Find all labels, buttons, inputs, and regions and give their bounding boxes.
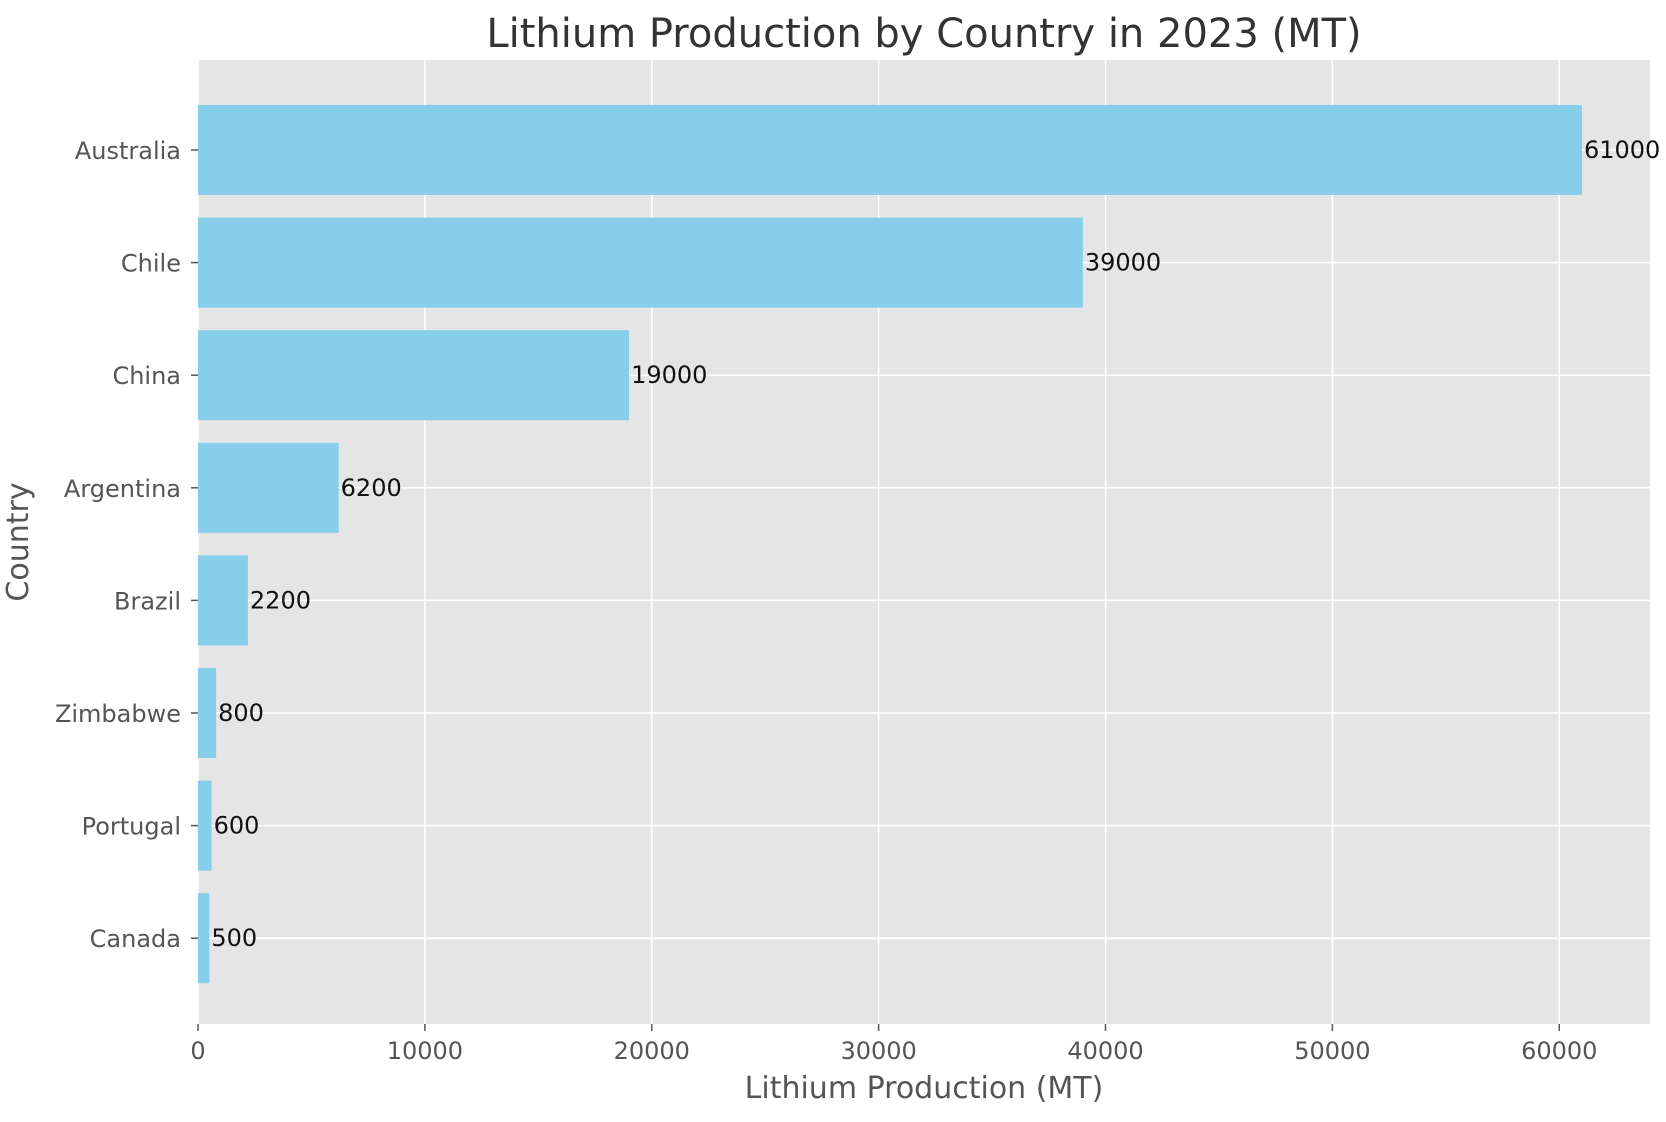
x-tick-label: 30000 <box>840 1037 916 1065</box>
bar-portugal <box>198 780 212 871</box>
bar-australia <box>198 105 1582 195</box>
y-tick-label: Portugal <box>82 813 181 841</box>
bar-china <box>198 330 630 421</box>
data-label: 2200 <box>250 586 311 614</box>
y-tick-label: Zimbabwe <box>55 700 181 728</box>
bar-canada <box>198 893 210 984</box>
y-axis-label: Country <box>1 482 36 601</box>
data-labels: 61000 39000 19000 6200 2200 800 600 500 <box>211 136 1660 952</box>
bar-chile <box>198 217 1083 308</box>
x-tick-label: 60000 <box>1521 1037 1597 1065</box>
y-axis-ticks: Australia Chile China Argentina Brazil Zimbab… <box>55 137 198 953</box>
x-tick-label: 10000 <box>387 1037 463 1065</box>
data-label: 19000 <box>631 361 707 389</box>
x-tick-label: 40000 <box>1067 1037 1143 1065</box>
grid-lines <box>197 60 1650 1024</box>
x-axis-label: Lithium Production (MT) <box>745 1071 1104 1106</box>
bar-zimbabwe <box>198 668 217 758</box>
data-label: 800 <box>218 699 264 727</box>
x-tick-label: 0 <box>190 1037 205 1065</box>
chart-title: Lithium Production by Country in 2023 (M… <box>486 11 1361 57</box>
y-tick-label: Argentina <box>64 475 181 503</box>
y-tick-label: China <box>112 362 181 390</box>
data-label: 6200 <box>341 474 402 502</box>
y-tick-label: Brazil <box>114 587 181 615</box>
y-tick-label: Australia <box>75 137 181 165</box>
bar-brazil <box>198 555 248 646</box>
x-axis-ticks: 0 10000 20000 30000 40000 50000 60000 <box>190 1024 1597 1065</box>
plot-area <box>198 60 1650 1024</box>
x-tick-label: 50000 <box>1294 1037 1370 1065</box>
bars <box>198 105 1582 984</box>
data-label: 39000 <box>1085 249 1161 277</box>
bar-argentina <box>198 442 339 533</box>
y-tick-label: Chile <box>121 250 181 278</box>
x-tick-label: 20000 <box>614 1037 690 1065</box>
data-label: 61000 <box>1584 136 1660 164</box>
data-label: 600 <box>214 812 260 840</box>
y-tick-label: Canada <box>90 925 181 953</box>
data-label: 500 <box>211 924 257 952</box>
